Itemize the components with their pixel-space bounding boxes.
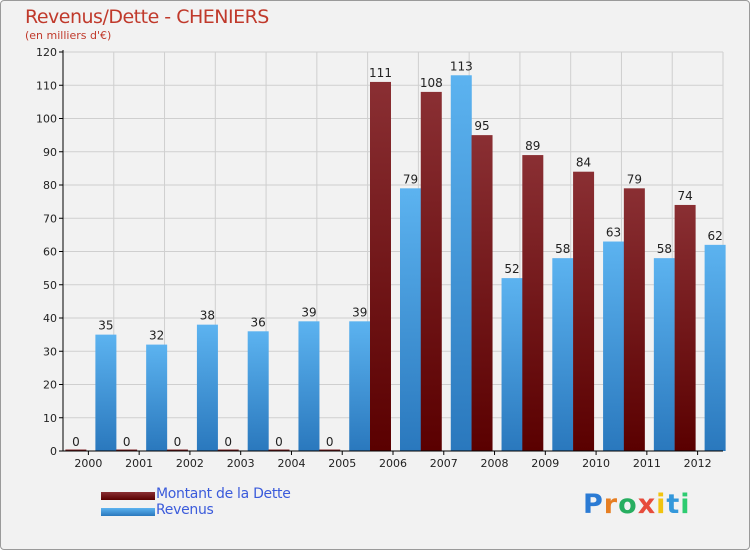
y-tick-label: 70: [43, 212, 57, 225]
proxiti-logo: Proxiti: [583, 489, 691, 520]
x-tick-label: 2000: [74, 457, 102, 470]
x-tick-label: 2010: [582, 457, 610, 470]
bar-dette: [268, 449, 290, 451]
bar-revenus: [501, 278, 523, 451]
x-tick-label: 2012: [684, 457, 712, 470]
data-label: 79: [403, 172, 418, 186]
x-tick-label: 2001: [125, 457, 153, 470]
bar-dette: [65, 449, 87, 451]
logo-letter: i: [656, 489, 667, 520]
data-label: 0: [123, 435, 131, 449]
y-tick-label: 110: [36, 79, 57, 92]
logo-letter: i: [680, 489, 691, 520]
data-label: 39: [301, 305, 316, 319]
data-label: 58: [657, 242, 672, 256]
data-label: 36: [251, 315, 266, 329]
legend-label-dette: Montant de la Dette: [156, 486, 291, 502]
bar-dette: [623, 188, 645, 451]
data-label: 35: [98, 319, 113, 333]
data-label: 62: [707, 229, 722, 243]
y-tick-label: 90: [43, 146, 57, 159]
data-label: 113: [450, 59, 473, 73]
data-label: 74: [677, 189, 692, 203]
bar-revenus: [552, 258, 574, 451]
data-label: 95: [474, 119, 489, 133]
logo-letter: o: [618, 489, 638, 520]
data-label: 0: [275, 435, 283, 449]
bar-revenus: [704, 244, 726, 451]
data-label: 111: [369, 66, 392, 80]
y-tick-label: 20: [43, 379, 57, 392]
data-label: 0: [326, 435, 334, 449]
logo-letter: r: [603, 489, 619, 520]
data-label: 89: [525, 139, 540, 153]
legend-swatch-dette: [101, 492, 155, 500]
bar-revenus: [247, 331, 269, 451]
x-tick-label: 2003: [227, 457, 255, 470]
bar-dette: [319, 449, 341, 451]
bar-dette: [166, 449, 188, 451]
bar-revenus: [349, 321, 371, 451]
legend-swatch-revenus: [101, 508, 155, 516]
x-tick-label: 2009: [531, 457, 559, 470]
data-label: 0: [72, 435, 80, 449]
data-label: 108: [420, 76, 443, 90]
x-tick-label: 2008: [481, 457, 509, 470]
data-label: 79: [627, 172, 642, 186]
data-label: 63: [606, 226, 621, 240]
chart-title: Revenus/Dette - CHENIERS: [25, 6, 269, 28]
bar-revenus: [95, 334, 117, 451]
y-tick-label: 50: [43, 279, 57, 292]
bar-dette: [674, 204, 696, 451]
data-label: 0: [224, 435, 232, 449]
y-tick-label: 60: [43, 246, 57, 259]
data-label: 39: [352, 305, 367, 319]
x-tick-label: 2011: [633, 457, 661, 470]
bar-dette: [522, 155, 544, 451]
bar-revenus: [298, 321, 320, 451]
bar-revenus: [450, 75, 472, 452]
data-label: 58: [555, 242, 570, 256]
bar-dette: [573, 171, 595, 451]
data-label: 38: [200, 309, 215, 323]
bar-revenus: [400, 188, 421, 451]
data-label: 32: [149, 329, 164, 343]
chart-subtitle: (en milliers d'€): [25, 29, 112, 42]
bar-dette: [420, 91, 442, 452]
x-tick-label: 2006: [379, 457, 407, 470]
bar-dette: [116, 449, 138, 451]
y-tick-label: 10: [43, 412, 57, 425]
bar-revenus: [653, 258, 675, 451]
data-label: 52: [504, 262, 519, 276]
bar-dette: [370, 81, 391, 452]
y-tick-label: 80: [43, 179, 57, 192]
x-tick-label: 2004: [277, 457, 305, 470]
y-tick-label: 100: [36, 113, 57, 126]
data-label: 84: [576, 156, 591, 170]
y-tick-label: 120: [36, 46, 57, 59]
data-label: 0: [174, 435, 182, 449]
bar-dette: [471, 135, 493, 451]
bar-revenus: [146, 344, 168, 451]
x-tick-label: 2002: [176, 457, 204, 470]
bar-revenus: [603, 241, 625, 451]
logo-letter: x: [637, 489, 657, 520]
x-tick-label: 2007: [430, 457, 458, 470]
logo-letter: P: [583, 489, 604, 520]
y-tick-label: 0: [50, 445, 57, 458]
y-tick-label: 40: [43, 312, 57, 325]
y-tick-label: 30: [43, 345, 57, 358]
legend-label-revenus: Revenus: [156, 502, 214, 518]
x-tick-label: 2005: [328, 457, 356, 470]
bar-dette: [217, 449, 239, 451]
logo-letter: t: [666, 489, 681, 520]
bar-revenus: [196, 324, 218, 451]
